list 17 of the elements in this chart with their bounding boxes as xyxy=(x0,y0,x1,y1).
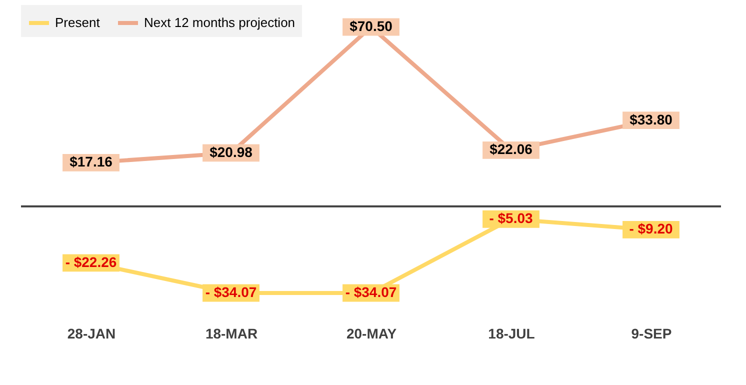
data-label: - $9.20 xyxy=(629,220,674,237)
x-tick-label: 28-JAN xyxy=(67,326,116,342)
x-tick-label: 18-MAR xyxy=(205,326,258,342)
data-label: $20.98 xyxy=(210,144,253,160)
x-tick-label: 9-SEP xyxy=(631,326,672,342)
x-tick-label: 20-MAY xyxy=(346,326,398,342)
data-label: - $22.26 xyxy=(65,254,117,270)
legend-label: Present xyxy=(55,15,100,30)
data-label: - $5.03 xyxy=(489,210,534,226)
legend-label: Next 12 months projection xyxy=(144,15,296,30)
data-label: $22.06 xyxy=(490,141,533,158)
data-label: - $34.07 xyxy=(205,284,257,300)
data-label: $33.80 xyxy=(630,111,673,128)
data-label: $17.16 xyxy=(70,154,113,170)
data-label: - $34.07 xyxy=(345,284,397,300)
x-tick-label: 18-JUL xyxy=(488,326,536,342)
data-label: $70.50 xyxy=(350,18,393,34)
